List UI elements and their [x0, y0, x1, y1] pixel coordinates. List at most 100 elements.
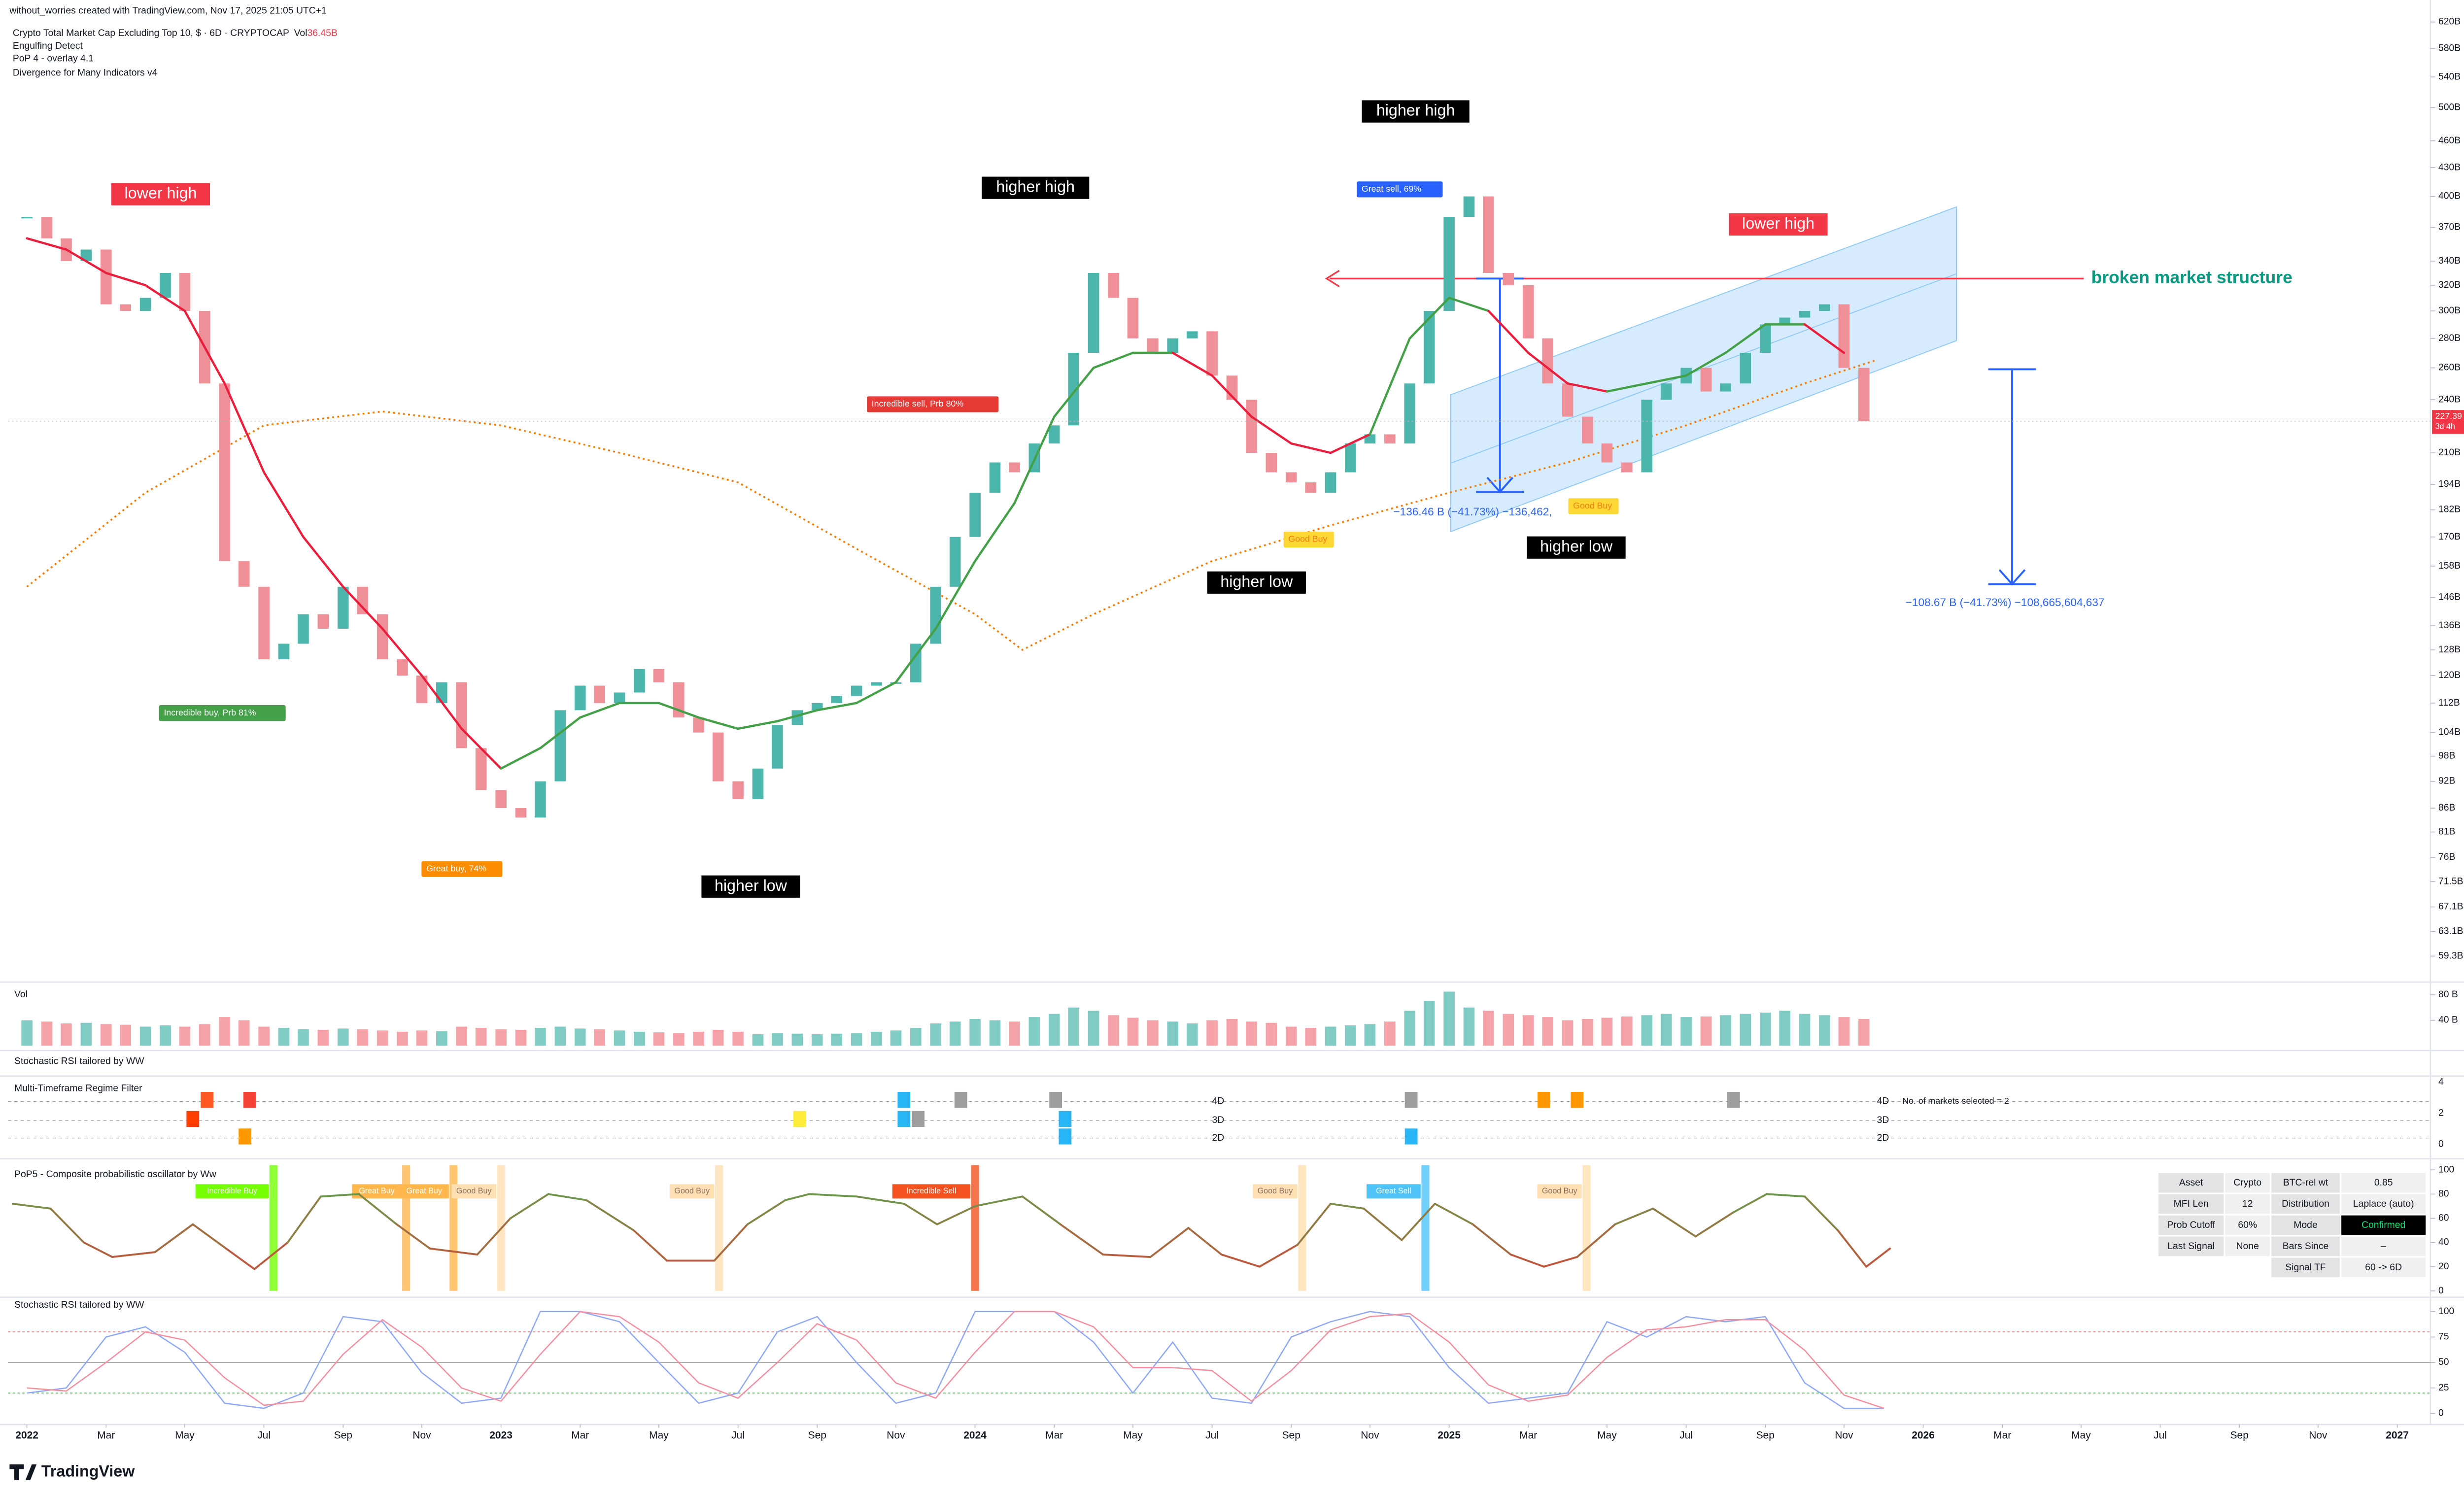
indicator: Divergence for Many Indicators v4: [13, 68, 158, 78]
y-tick-label: 128B: [2438, 644, 2461, 655]
volume-bar: [238, 1020, 250, 1046]
table-text: BTC-rel wt: [2283, 1177, 2328, 1188]
candle: [258, 586, 270, 660]
table-cell: [2271, 1194, 2340, 1214]
volume-bar: [1443, 991, 1455, 1046]
oscillator: [1102, 1254, 1152, 1258]
y-tick-label: 620B: [2438, 16, 2461, 27]
candle: [989, 462, 1001, 493]
oscillator: [320, 1193, 360, 1198]
ma-fast: [302, 536, 344, 588]
volume-bar: [1127, 1018, 1139, 1046]
candle: [1266, 453, 1277, 473]
volume-bar: [969, 1019, 981, 1046]
candle: [831, 696, 842, 703]
candle: [160, 272, 171, 298]
y-tick-label: 260B: [2438, 362, 2461, 373]
x-tick-label: Nov: [1361, 1429, 1379, 1441]
volume-bar: [61, 1023, 72, 1046]
table-cell: [2225, 1215, 2270, 1235]
candle: [969, 492, 981, 537]
oscillator: [633, 1229, 668, 1262]
table-cell: [2341, 1173, 2426, 1193]
oscillator: [1543, 1256, 1578, 1268]
candle: [1641, 400, 1653, 473]
candle: [1404, 383, 1416, 444]
vol-label: Vol: [294, 28, 308, 38]
candle: [80, 249, 92, 261]
volume-bar: [1206, 1020, 1218, 1046]
y-tick-label: 194B: [2438, 478, 2461, 489]
candle: [298, 614, 309, 644]
volume-bar: [673, 1033, 684, 1046]
x-tick-label: May: [1597, 1429, 1617, 1441]
oscillator: [358, 1193, 398, 1225]
volume-bar: [456, 1026, 468, 1046]
ma-fast: [500, 747, 542, 770]
signal-tag: Good Buy: [1542, 1187, 1578, 1195]
x-tick-label: Sep: [334, 1429, 352, 1441]
oscillator: [1766, 1193, 1806, 1198]
y-tick-label: 40 B: [2438, 1015, 2458, 1025]
y-tick-label: 0: [2438, 1285, 2444, 1296]
regime-block: [186, 1111, 200, 1127]
y-tick-label: 540B: [2438, 71, 2461, 82]
candle: [712, 732, 724, 781]
ma-fast: [776, 709, 819, 722]
volume-bar: [515, 1029, 527, 1046]
volume-bar: [1088, 1011, 1099, 1046]
y-tick-label: 4: [2438, 1077, 2444, 1087]
candle: [1048, 425, 1060, 444]
volume-bar: [1364, 1024, 1376, 1046]
signal-tag-bg: [451, 1184, 496, 1199]
table-text: None: [2236, 1241, 2259, 1252]
x-tick-label: Jul: [257, 1429, 271, 1441]
vol-value: 36.45B: [308, 28, 338, 38]
x-tick-label: May: [1123, 1429, 1143, 1441]
oscillator: [1434, 1203, 1474, 1225]
candle: [653, 669, 665, 682]
ma-fast: [1290, 442, 1332, 454]
signal-tag-bg: [1367, 1184, 1421, 1199]
annotation-bg: [1207, 571, 1306, 594]
signal-bg: [867, 396, 999, 412]
x-tick-label: 2026: [1912, 1429, 1935, 1441]
y-tick-label: 240B: [2438, 394, 2461, 405]
ma-fast: [1329, 433, 1371, 454]
signal-bg: [421, 861, 503, 877]
oscillator: [1363, 1207, 1403, 1241]
oscillator: [225, 1247, 256, 1270]
regime-block: [1049, 1091, 1062, 1108]
volume-bar: [258, 1026, 270, 1046]
candle: [614, 692, 625, 703]
volume-bar: [1028, 1017, 1040, 1046]
candle: [1740, 353, 1751, 384]
row-label: 3D: [1877, 1115, 1889, 1125]
measure-head: [1998, 569, 2026, 586]
x-tick-label: Jul: [731, 1429, 745, 1441]
candle: [1819, 304, 1830, 311]
volume-bar: [1641, 1015, 1653, 1046]
ma-fast: [1566, 382, 1608, 393]
volume-bar: [1483, 1011, 1494, 1046]
signal-tag: Good Buy: [1258, 1187, 1294, 1195]
price-label-bg: [2432, 410, 2464, 434]
candle: [278, 644, 290, 660]
x-tick-label: May: [2071, 1429, 2091, 1441]
ma-slow: [26, 359, 1876, 651]
candle: [1345, 443, 1356, 473]
oscillator: [585, 1199, 635, 1231]
x-tick-label: Jul: [2154, 1429, 2167, 1441]
pane-title: Multi-Timeframe Regime Filter: [14, 1083, 142, 1094]
table-cell: [2158, 1173, 2224, 1193]
candle: [219, 383, 231, 561]
annotation: higher high: [1376, 102, 1455, 119]
volume-bar: [41, 1021, 53, 1046]
stoch-line: [27, 1311, 1884, 1409]
row-label: 4D: [1877, 1095, 1889, 1106]
signal-tag-bg: [892, 1184, 970, 1199]
volume-bar: [1226, 1019, 1238, 1046]
ma-fast: [1171, 351, 1213, 377]
candle: [120, 304, 132, 311]
oscillator: [1837, 1229, 1868, 1268]
